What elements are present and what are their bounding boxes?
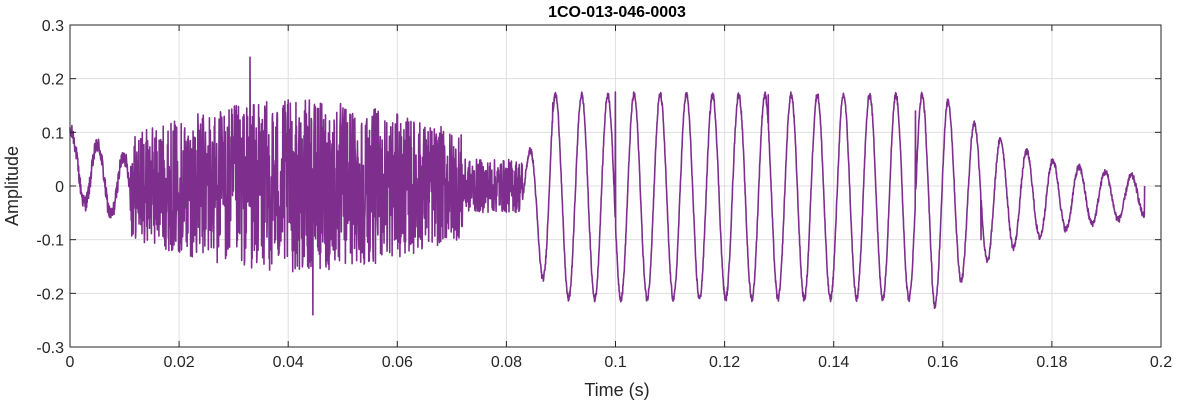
x-tick-label: 0.02: [164, 354, 195, 371]
x-tick-label: 0.08: [491, 354, 522, 371]
y-tick-label: -0.3: [36, 340, 64, 357]
y-axis-label: Amplitude: [2, 146, 22, 226]
x-tick-label: 0: [66, 354, 75, 371]
y-tick-label: 0.1: [42, 125, 64, 142]
x-tick-label: 0.2: [1150, 354, 1172, 371]
x-tick-label: 0.18: [1036, 354, 1067, 371]
chart-title: 1CO-013-046-0003: [548, 4, 686, 21]
y-tick-label: 0.3: [42, 18, 64, 35]
y-tick-label: -0.2: [36, 286, 64, 303]
x-tick-label: 0.04: [273, 354, 304, 371]
x-tick-label: 0.14: [818, 354, 849, 371]
x-tick-label: 0.1: [604, 354, 626, 371]
amplitude-series-line: [69, 56, 1146, 316]
y-tick-label: 0: [55, 179, 64, 196]
y-tick-label: 0.2: [42, 72, 64, 89]
series-line-layer: [69, 56, 1146, 316]
x-tick-label: 0.06: [382, 354, 413, 371]
x-tick-label: 0.16: [927, 354, 958, 371]
axis-ticks: 0 0.02 0.04 0.06 0.08 0.1 0.12 0.14 0.16 0.18 0.2 -…: [36, 18, 1172, 371]
x-tick-label: 0.12: [709, 354, 740, 371]
y-tick-label: -0.1: [36, 233, 64, 250]
x-axis-label: Time (s): [584, 380, 649, 400]
